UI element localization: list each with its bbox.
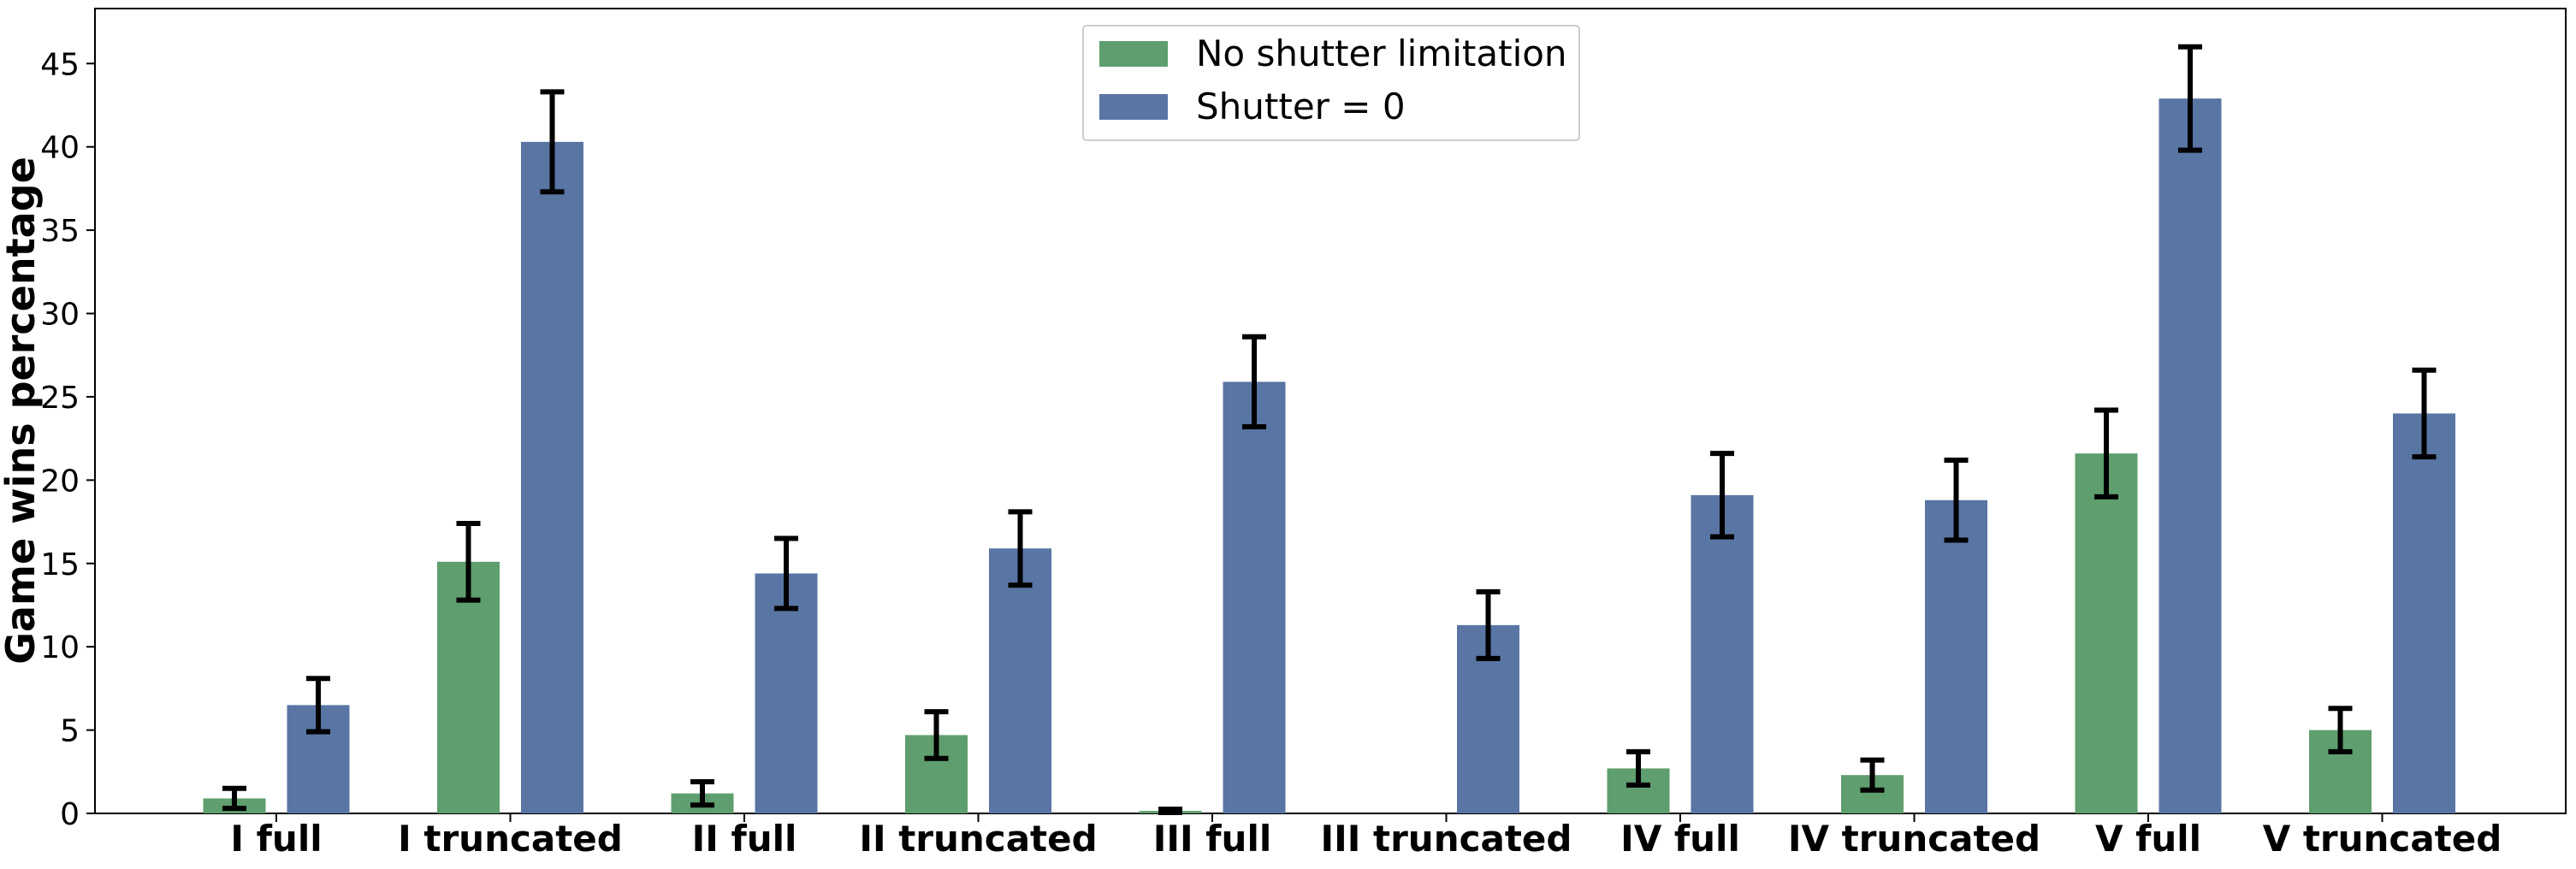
y-axis-label: Game wins percentage: [0, 157, 44, 665]
y-tick-label: 0: [60, 797, 80, 832]
bar: [989, 548, 1051, 813]
x-tick-label: V full: [2095, 818, 2201, 860]
bar: [1223, 381, 1286, 813]
y-tick-label: 10: [40, 630, 80, 665]
error-bar: [1008, 509, 1033, 588]
error-bar: [540, 89, 565, 195]
plot-frame: [94, 8, 2567, 814]
bar: [2075, 453, 2138, 813]
bar: [437, 561, 500, 813]
error-bar: [222, 785, 246, 812]
error-bar: [1944, 457, 1969, 543]
bar: [755, 573, 818, 813]
error-bar: [690, 778, 714, 808]
x-tick-label: III full: [1153, 818, 1271, 860]
y-tick-label: 25: [40, 381, 80, 416]
bar: [2159, 98, 2222, 814]
error-bar: [1626, 748, 1650, 788]
legend-frame: [1082, 25, 1580, 141]
legend-swatch-series-2: [1099, 94, 1168, 120]
y-tick-label: 40: [40, 131, 80, 166]
bar: [2393, 413, 2455, 813]
x-tick-label: IV truncated: [1788, 818, 2040, 860]
error-bar: [924, 709, 949, 761]
y-tick-label: 35: [40, 214, 80, 249]
x-tick-label: V truncated: [2263, 818, 2502, 860]
legend: No shutter limitation Shutter = 0: [1082, 25, 1580, 141]
x-axis: I full I truncated II full II truncated III …: [230, 813, 2502, 860]
error-bar: [2094, 407, 2118, 500]
error-bar: [2328, 706, 2353, 754]
legend-label-series-2: Shutter = 0: [1196, 86, 1406, 127]
error-bar: [456, 521, 481, 603]
y-tick-label: 15: [40, 547, 80, 582]
error-bar: [2178, 44, 2202, 153]
error-bar: [1242, 334, 1266, 430]
error-bar: [774, 535, 798, 612]
x-tick-label: IV full: [1620, 818, 1740, 860]
legend-label-series-1: No shutter limitation: [1196, 33, 1567, 74]
bar: [521, 141, 583, 814]
bar: [1925, 500, 1987, 813]
y-axis: 0 5 10 15 20 25 30 35 40 45: [40, 47, 95, 832]
x-tick-label: II full: [692, 818, 797, 860]
error-bars: [222, 44, 2437, 816]
error-bar: [2412, 367, 2437, 460]
y-tick-label: 20: [40, 464, 80, 499]
error-bar: [1476, 588, 1501, 661]
error-bar: [306, 676, 330, 735]
x-tick-label: II truncated: [859, 818, 1097, 860]
x-tick-label: III truncated: [1321, 818, 1572, 860]
error-bar: [1860, 757, 1885, 793]
x-tick-label: I full: [230, 818, 322, 860]
y-tick-label: 30: [40, 298, 80, 333]
bar: [1691, 494, 1754, 813]
x-tick-label: I truncated: [398, 818, 623, 860]
bars: [203, 98, 2455, 814]
y-tick-label: 5: [60, 714, 80, 749]
error-bar: [1158, 807, 1182, 816]
legend-swatch-series-1: [1099, 41, 1168, 67]
error-bar: [1710, 451, 1734, 540]
y-tick-label: 45: [40, 47, 80, 82]
